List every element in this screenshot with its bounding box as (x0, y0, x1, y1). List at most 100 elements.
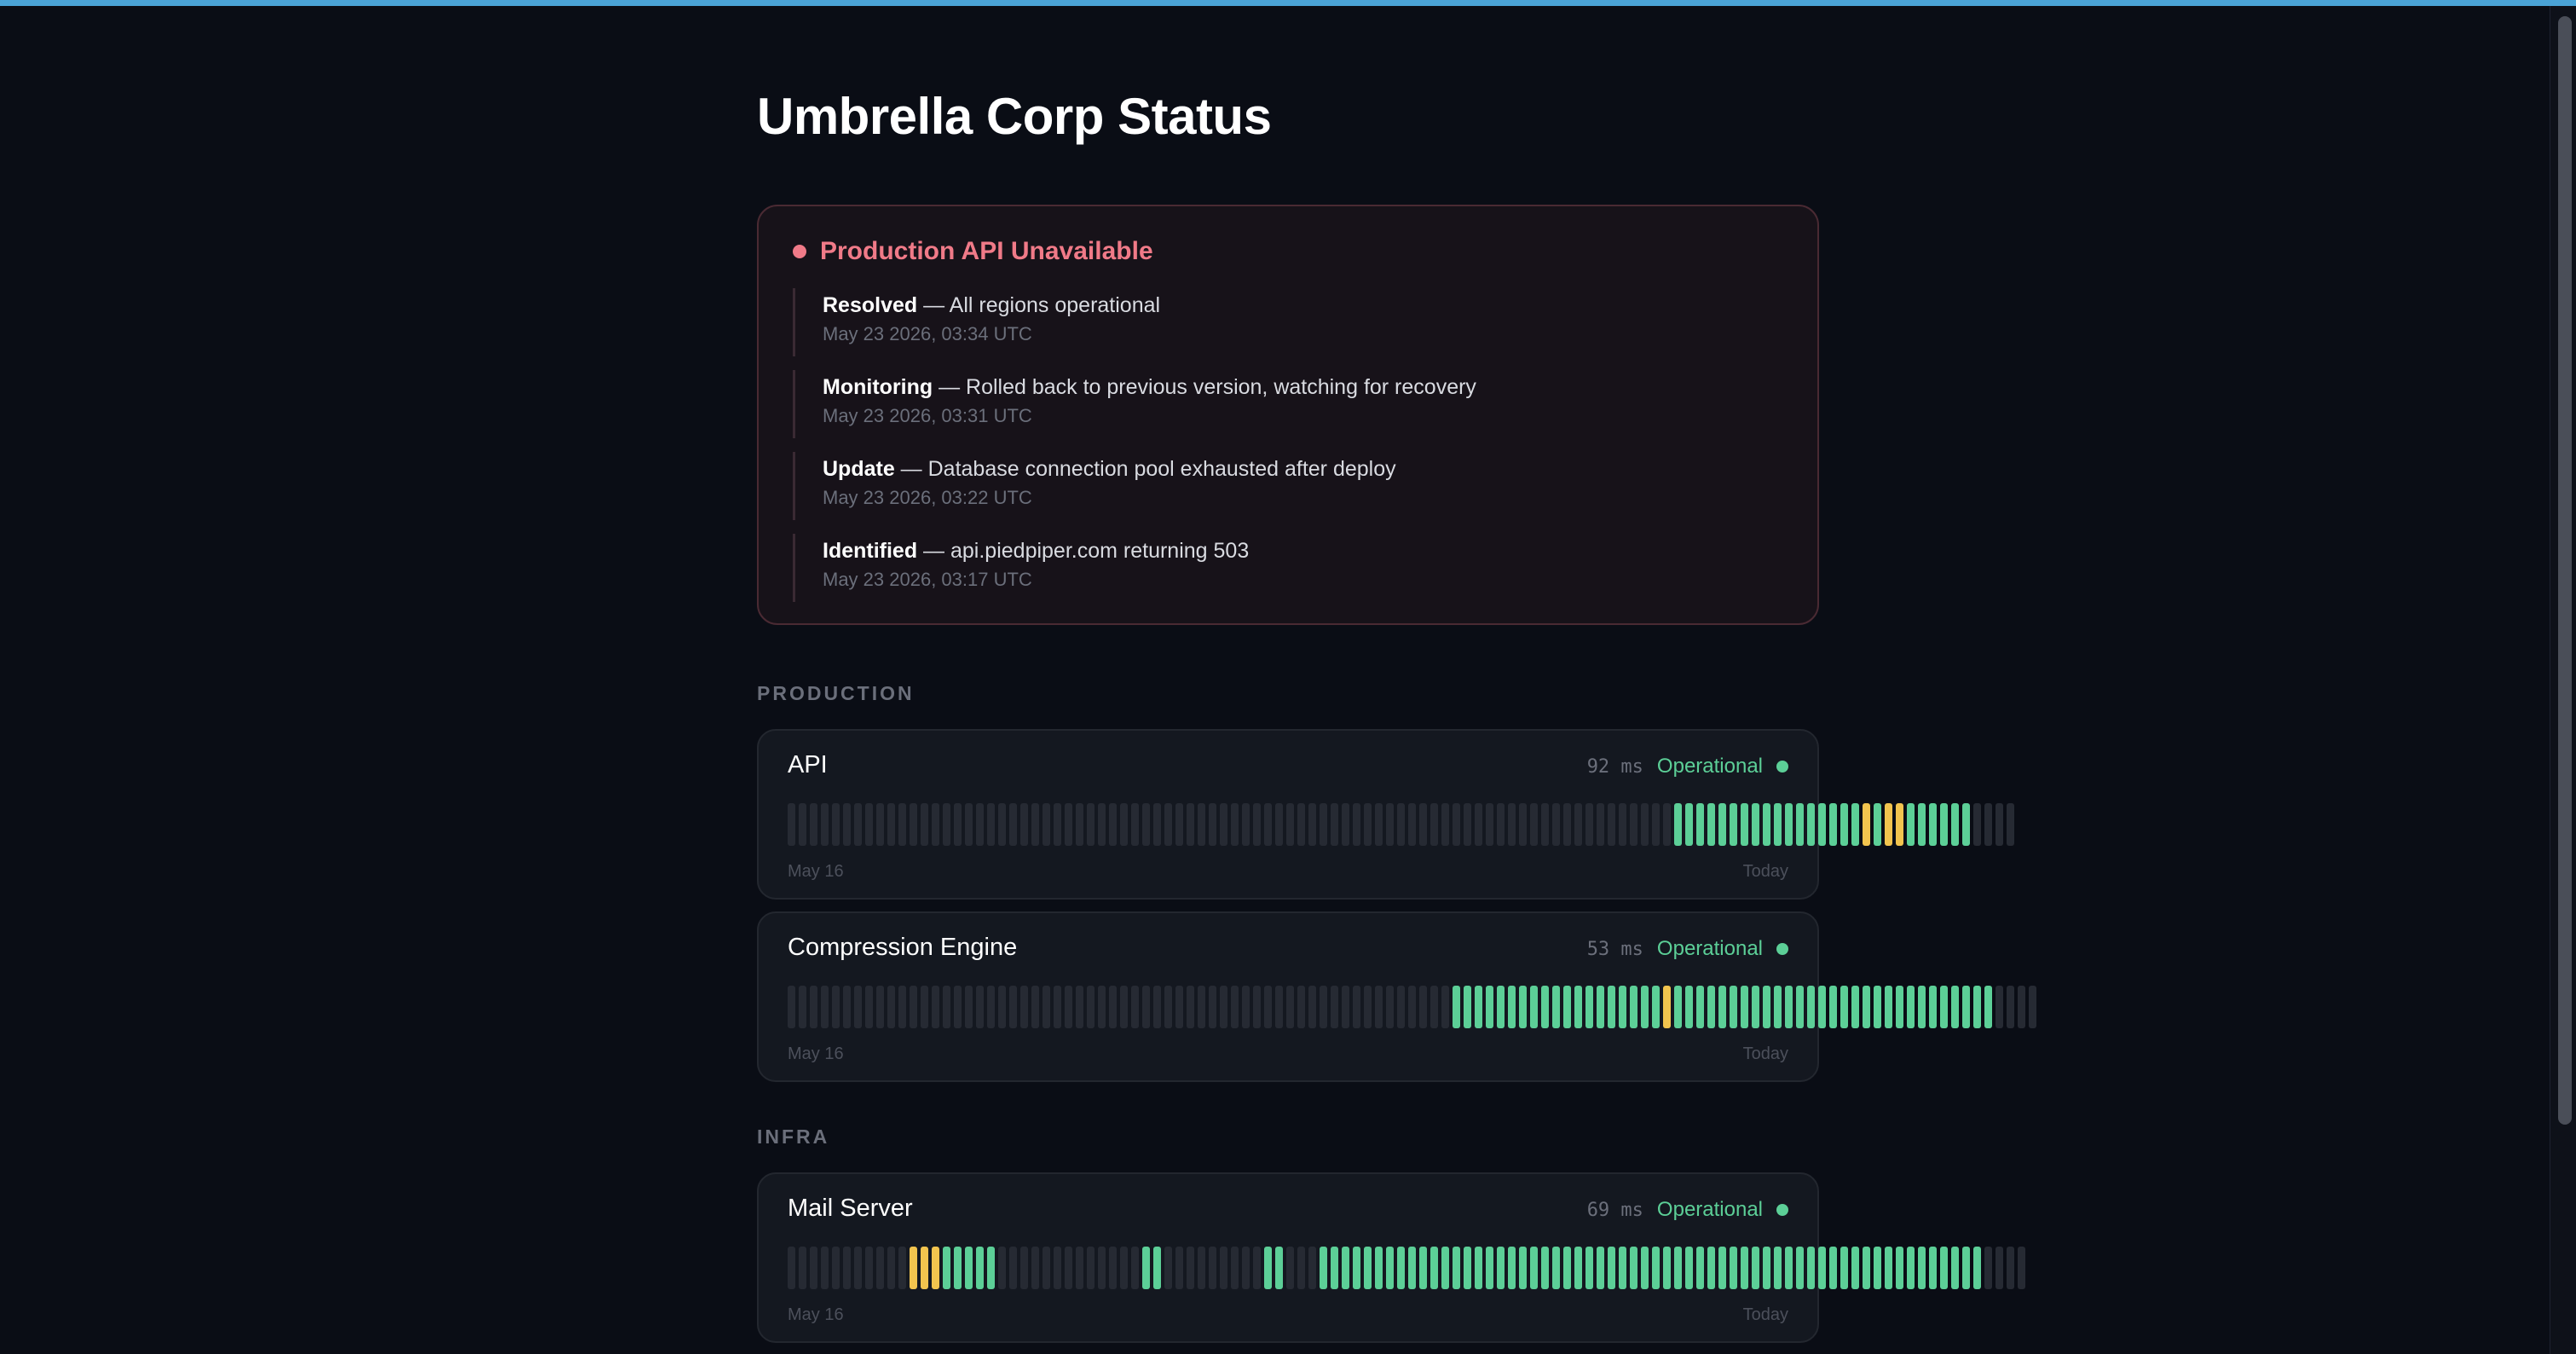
uptime-bar-no-data[interactable] (1120, 986, 1128, 1028)
uptime-bar-no-data[interactable] (1231, 1247, 1239, 1289)
uptime-bar-no-data[interactable] (1220, 986, 1227, 1028)
uptime-bar-no-data[interactable] (1076, 986, 1083, 1028)
uptime-bar-operational[interactable] (1508, 986, 1516, 1028)
scrollbar-thumb[interactable] (2558, 16, 2572, 1125)
uptime-bar-no-data[interactable] (954, 803, 962, 846)
uptime-bar-operational[interactable] (1674, 1247, 1682, 1289)
uptime-bar-no-data[interactable] (865, 986, 873, 1028)
uptime-bar-operational[interactable] (1264, 1247, 1272, 1289)
uptime-bar-no-data[interactable] (1508, 803, 1516, 846)
uptime-bar-operational[interactable] (1475, 986, 1482, 1028)
uptime-bar-no-data[interactable] (1619, 803, 1626, 846)
uptime-bar-operational[interactable] (1563, 1247, 1571, 1289)
uptime-bar-operational[interactable] (1707, 986, 1715, 1028)
uptime-bar-operational[interactable] (1718, 986, 1726, 1028)
uptime-bar-operational[interactable] (1574, 986, 1582, 1028)
uptime-bar-operational[interactable] (1907, 803, 1915, 846)
uptime-bar-no-data[interactable] (1020, 803, 1028, 846)
uptime-bar-no-data[interactable] (1663, 803, 1671, 846)
scrollbar-track[interactable] (2550, 6, 2576, 1354)
uptime-bar-no-data[interactable] (1209, 986, 1216, 1028)
uptime-bar-no-data[interactable] (1043, 986, 1050, 1028)
uptime-bar-operational[interactable] (1608, 986, 1615, 1028)
uptime-bar-no-data[interactable] (887, 1247, 895, 1289)
uptime-bar-no-data[interactable] (1220, 803, 1227, 846)
uptime-bar-no-data[interactable] (887, 803, 895, 846)
uptime-bar-operational[interactable] (1619, 986, 1626, 1028)
uptime-bar-operational[interactable] (1552, 986, 1560, 1028)
uptime-bar-no-data[interactable] (854, 986, 862, 1028)
uptime-bar-no-data[interactable] (843, 803, 851, 846)
uptime-bar-no-data[interactable] (1342, 803, 1349, 846)
uptime-bar-no-data[interactable] (987, 803, 995, 846)
uptime-bar-no-data[interactable] (788, 986, 795, 1028)
uptime-bar-no-data[interactable] (1153, 803, 1161, 846)
uptime-bar-operational[interactable] (1940, 1247, 1948, 1289)
uptime-bar-no-data[interactable] (1209, 803, 1216, 846)
uptime-bar-operational[interactable] (987, 1247, 995, 1289)
uptime-bar-no-data[interactable] (1253, 1247, 1261, 1289)
uptime-bar-degraded[interactable] (1896, 803, 1903, 846)
uptime-bar-no-data[interactable] (1242, 803, 1250, 846)
uptime-bar-no-data[interactable] (1242, 1247, 1250, 1289)
uptime-bar-operational[interactable] (1707, 803, 1715, 846)
uptime-bar-operational[interactable] (1652, 986, 1660, 1028)
uptime-bar-degraded[interactable] (1863, 803, 1870, 846)
uptime-bar-operational[interactable] (1275, 1247, 1283, 1289)
uptime-bar-operational[interactable] (1730, 986, 1737, 1028)
uptime-bar-no-data[interactable] (1043, 1247, 1050, 1289)
uptime-bar-operational[interactable] (1796, 986, 1804, 1028)
uptime-bar-no-data[interactable] (1175, 1247, 1183, 1289)
uptime-bar-operational[interactable] (1541, 986, 1549, 1028)
uptime-bar-no-data[interactable] (1076, 803, 1083, 846)
uptime-bar-no-data[interactable] (1065, 1247, 1072, 1289)
uptime-bar-no-data[interactable] (788, 1247, 795, 1289)
uptime-bar-operational[interactable] (1929, 803, 1937, 846)
uptime-bar-operational[interactable] (1342, 1247, 1349, 1289)
uptime-bar-operational[interactable] (1718, 1247, 1726, 1289)
uptime-bar-no-data[interactable] (1286, 803, 1294, 846)
uptime-bar-no-data[interactable] (1109, 803, 1117, 846)
uptime-bar-operational[interactable] (1519, 1247, 1527, 1289)
uptime-bar-no-data[interactable] (921, 803, 928, 846)
uptime-bar-operational[interactable] (1464, 986, 1471, 1028)
uptime-bar-operational[interactable] (1530, 986, 1538, 1028)
uptime-bar-no-data[interactable] (1087, 803, 1095, 846)
uptime-bar-operational[interactable] (1597, 1247, 1604, 1289)
uptime-bar-no-data[interactable] (1996, 803, 2003, 846)
uptime-bar-no-data[interactable] (1098, 986, 1106, 1028)
uptime-bar-no-data[interactable] (1098, 803, 1106, 846)
uptime-bar-no-data[interactable] (1984, 803, 1992, 846)
uptime-bar-no-data[interactable] (1131, 803, 1139, 846)
uptime-bar-operational[interactable] (1153, 1247, 1161, 1289)
uptime-bar-no-data[interactable] (1164, 1247, 1172, 1289)
uptime-bar-no-data[interactable] (1253, 803, 1261, 846)
uptime-bar-operational[interactable] (1874, 803, 1881, 846)
uptime-bar-no-data[interactable] (1486, 803, 1493, 846)
uptime-bar-no-data[interactable] (1253, 986, 1261, 1028)
uptime-bar-operational[interactable] (1840, 986, 1848, 1028)
uptime-bar-operational[interactable] (1685, 986, 1693, 1028)
uptime-bar-no-data[interactable] (1031, 1247, 1039, 1289)
uptime-bar-no-data[interactable] (1353, 986, 1360, 1028)
uptime-bar-no-data[interactable] (1364, 986, 1372, 1028)
uptime-bar-no-data[interactable] (1275, 986, 1283, 1028)
uptime-bar-no-data[interactable] (799, 1247, 806, 1289)
uptime-bar-no-data[interactable] (1397, 803, 1405, 846)
uptime-bar-operational[interactable] (1829, 1247, 1837, 1289)
uptime-bar-operational[interactable] (1718, 803, 1726, 846)
uptime-bar-no-data[interactable] (1375, 986, 1383, 1028)
uptime-bar-operational[interactable] (1652, 1247, 1660, 1289)
uptime-bar-no-data[interactable] (832, 803, 840, 846)
uptime-bar-operational[interactable] (1796, 803, 1804, 846)
uptime-bar-operational[interactable] (1940, 803, 1948, 846)
uptime-bar-operational[interactable] (1918, 803, 1926, 846)
uptime-bar-no-data[interactable] (998, 1247, 1006, 1289)
uptime-bar-operational[interactable] (1541, 1247, 1549, 1289)
uptime-bar-operational[interactable] (1397, 1247, 1405, 1289)
uptime-bar-no-data[interactable] (1453, 803, 1460, 846)
uptime-bar-no-data[interactable] (1541, 803, 1549, 846)
uptime-bar-operational[interactable] (1785, 1247, 1793, 1289)
uptime-bar-operational[interactable] (1674, 803, 1682, 846)
uptime-bar-no-data[interactable] (1308, 1247, 1316, 1289)
